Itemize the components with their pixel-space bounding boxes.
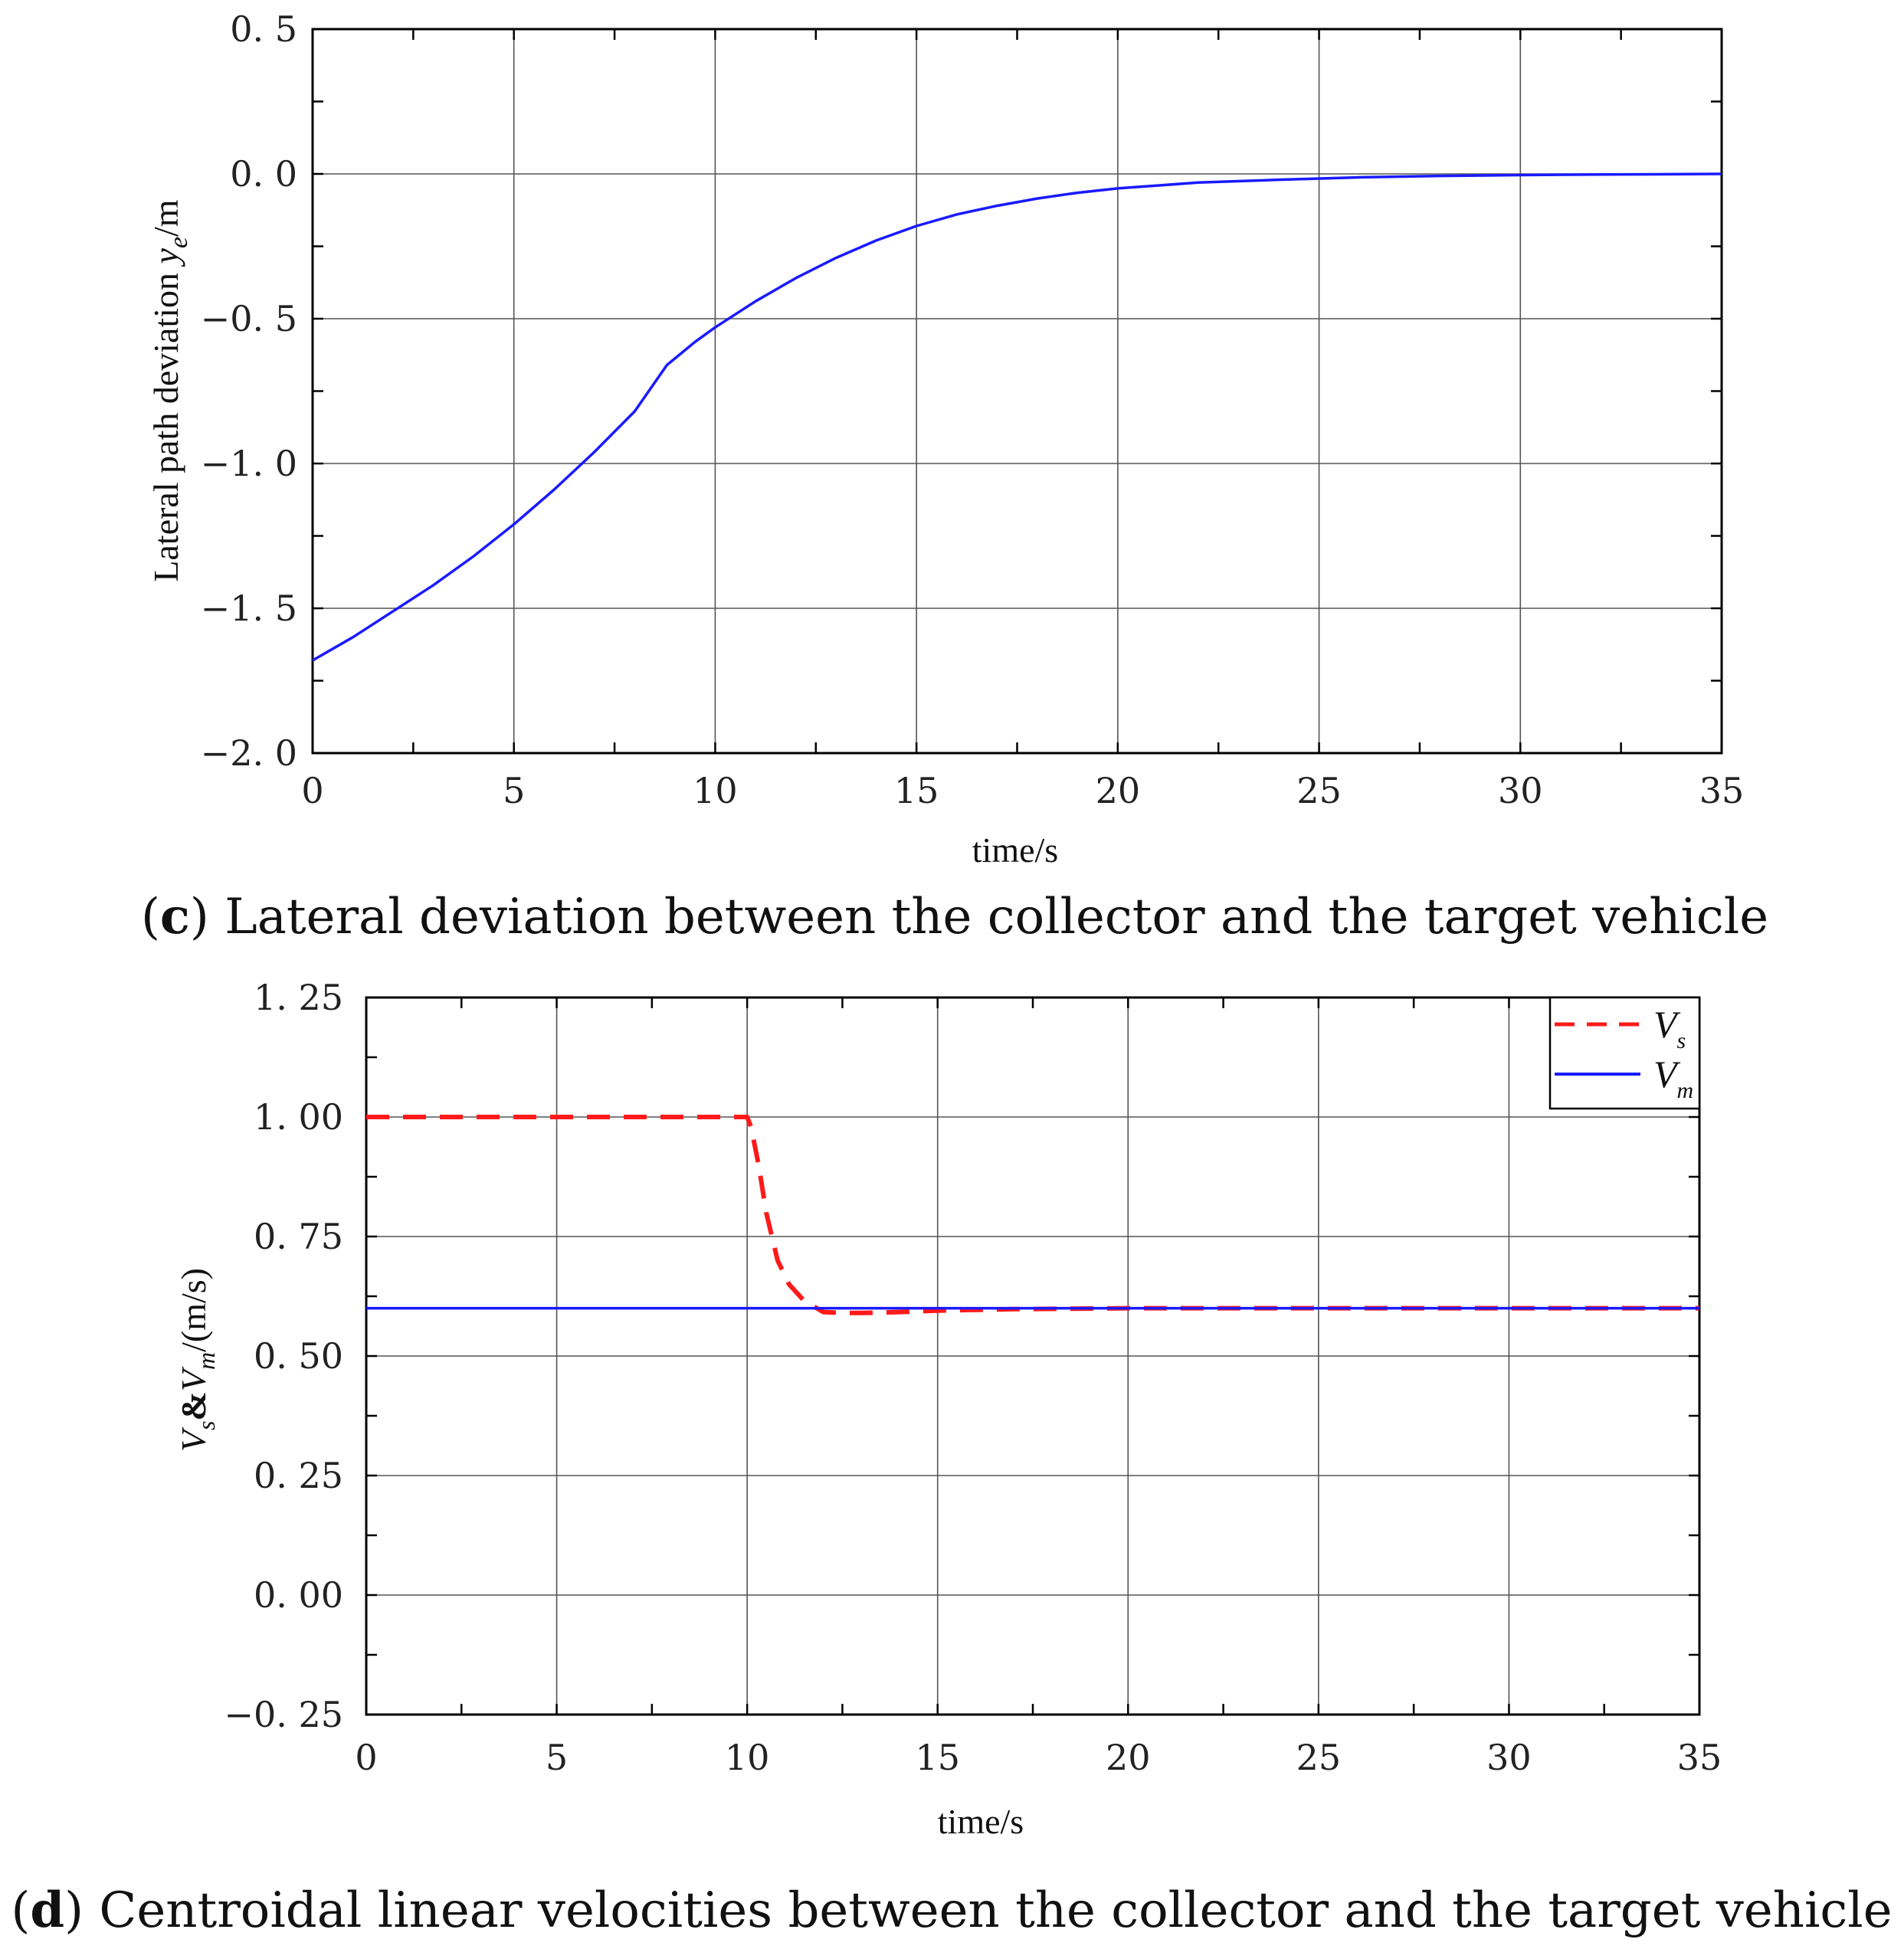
x-tick-label: 30 <box>1498 770 1543 811</box>
y-tick-label: 0. 75 <box>254 1216 343 1257</box>
axis-ticks <box>311 28 1723 755</box>
series-lines <box>366 1115 1699 1315</box>
grid <box>312 28 1722 754</box>
x-tick-label: 20 <box>1096 770 1141 811</box>
x-tick-label: 30 <box>1486 1737 1532 1778</box>
y-axis-title-sub: e <box>165 237 193 248</box>
legend: Vs Vm <box>1548 996 1701 1110</box>
y-tick-label: 1. 25 <box>254 977 343 1018</box>
legend-label-vs-sub: s <box>1677 1028 1686 1053</box>
plot-frame <box>311 28 1723 755</box>
legend-label-vm: Vm <box>1653 1053 1693 1103</box>
x-tick-label: 0 <box>355 1737 377 1778</box>
series-line-0 <box>312 172 1722 662</box>
panel-c-lateral-deviation-chart: −2. 0 −1. 5 −1. 0 −0. 5 0. 0 0. 5 0 5 10 15 20 25 3… <box>141 8 1768 945</box>
series-lines <box>312 172 1722 662</box>
y-axis-title-v1: V <box>174 1427 213 1452</box>
y-axis-title: Lateral path deviation ye/m <box>146 199 193 581</box>
y-tick-label: 0. 50 <box>254 1335 343 1377</box>
x-tick-label: 35 <box>1677 1737 1722 1778</box>
caption-letter: d <box>30 1882 64 1939</box>
x-tick-label: 10 <box>693 770 738 811</box>
grid <box>365 997 1700 1715</box>
x-tick-label: 5 <box>503 770 525 811</box>
y-tick-labels: −0. 25 0. 00 0. 25 0. 50 0. 75 1. 00 1. 25 <box>224 977 343 1735</box>
caption-letter: c <box>160 888 190 945</box>
y-axis-title-suffix: /(m/s) <box>174 1268 213 1352</box>
y-tick-label: 1. 00 <box>254 1096 343 1138</box>
y-tick-label: −1. 5 <box>201 588 297 629</box>
y-axis-title-s1: s <box>192 1420 220 1430</box>
y-axis-title: Vs&Vm/(m/s) <box>174 1268 220 1452</box>
legend-label-vm-sub: m <box>1677 1078 1694 1103</box>
panel-c-caption: (c) Lateral deviation between the collec… <box>141 888 1768 945</box>
x-tick-label: 25 <box>1296 1737 1342 1778</box>
y-axis-title-s2: m <box>192 1352 220 1370</box>
x-tick-label: 0 <box>301 770 323 811</box>
caption-text: ) Centroidal linear velocities between t… <box>64 1882 1893 1939</box>
panel-d-caption: (d) Centroidal linear velocities between… <box>11 1882 1892 1939</box>
y-tick-label: −1. 0 <box>201 443 297 484</box>
y-tick-label: −0. 25 <box>224 1694 343 1735</box>
y-tick-label: −2. 0 <box>201 732 297 774</box>
x-axis-title: time/s <box>972 830 1058 870</box>
y-tick-label: −0. 5 <box>201 298 297 339</box>
x-tick-label: 20 <box>1106 1737 1151 1778</box>
x-tick-label: 5 <box>546 1737 568 1778</box>
caption-text: ) Lateral deviation between the collecto… <box>190 889 1768 945</box>
y-axis-title-suffix: /m <box>146 199 185 237</box>
panel-d-velocity-chart: −0. 25 0. 00 0. 25 0. 50 0. 75 1. 00 1. 25 0 5 1… <box>11 977 1892 1939</box>
legend-label-vs: Vs <box>1653 1003 1686 1053</box>
x-tick-label: 35 <box>1699 770 1745 811</box>
x-tick-labels: 0 5 10 15 20 25 30 35 <box>301 770 1744 811</box>
legend-label-vm-name: V <box>1653 1053 1681 1096</box>
series-line-Vs <box>366 1115 1699 1315</box>
x-tick-label: 25 <box>1296 770 1342 811</box>
x-tick-label: 15 <box>894 770 939 811</box>
y-axis-title-prefix: Lateral path deviation <box>146 264 185 581</box>
x-axis-title: time/s <box>938 1802 1024 1841</box>
x-tick-label: 10 <box>725 1737 770 1778</box>
y-tick-label: 0. 5 <box>230 8 297 50</box>
y-axis-title-var: y <box>146 247 185 267</box>
y-axis-title-v2: V <box>174 1366 213 1391</box>
y-tick-labels: −2. 0 −1. 5 −1. 0 −0. 5 0. 0 0. 5 <box>201 8 297 774</box>
y-axis-title-amp: & <box>174 1391 213 1420</box>
y-tick-label: 0. 0 <box>230 153 297 195</box>
y-tick-label: 0. 00 <box>254 1574 343 1616</box>
x-tick-labels: 0 5 10 15 20 25 30 35 <box>355 1737 1722 1778</box>
legend-label-vs-name: V <box>1653 1003 1681 1046</box>
x-tick-label: 15 <box>915 1737 960 1778</box>
legend-box <box>1548 996 1701 1110</box>
y-tick-label: 0. 25 <box>254 1455 343 1496</box>
